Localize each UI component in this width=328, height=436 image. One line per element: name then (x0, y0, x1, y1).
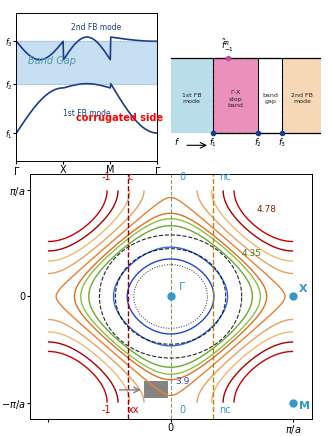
Text: -1: -1 (102, 172, 112, 182)
Text: 2nd FB
mode: 2nd FB mode (291, 93, 313, 104)
Text: $\mathbf{M}$: $\mathbf{M}$ (298, 399, 310, 411)
Text: band
gap: band gap (262, 93, 278, 104)
Text: 2nd FB mode: 2nd FB mode (71, 23, 121, 32)
Text: nc: nc (219, 405, 230, 415)
Text: 0: 0 (180, 405, 186, 415)
Text: 1st FB mode: 1st FB mode (63, 109, 111, 118)
Bar (16, 41, 157, 84)
Text: $\tilde{f}_{-1}^{R}$: $\tilde{f}_{-1}^{R}$ (221, 37, 235, 54)
Text: xx: xx (128, 405, 139, 415)
Bar (171, 58, 213, 133)
Text: c: c (127, 172, 133, 182)
Text: 1st FB
mode: 1st FB mode (182, 93, 201, 104)
Text: $\Gamma$: $\Gamma$ (178, 280, 186, 292)
Bar (282, 58, 321, 133)
Text: 0: 0 (180, 172, 186, 182)
Text: $f_2$: $f_2$ (254, 136, 262, 149)
Text: $\mathbf{X}$: $\mathbf{X}$ (298, 282, 308, 294)
Text: corrugated side: corrugated side (76, 113, 163, 123)
Text: $f_3$: $f_3$ (278, 136, 286, 149)
Text: -1: -1 (102, 405, 112, 415)
Text: nc: nc (219, 172, 230, 182)
Text: 3.9: 3.9 (175, 377, 190, 385)
Text: (a): (a) (79, 180, 95, 190)
Bar (144, 382, 168, 399)
Text: $f_1$: $f_1$ (209, 136, 217, 149)
Text: $f$: $f$ (174, 136, 180, 147)
Text: Band Gap: Band Gap (28, 56, 76, 66)
Bar (213, 58, 258, 133)
Text: 4.35: 4.35 (241, 249, 261, 258)
Text: 4.78: 4.78 (256, 204, 276, 214)
Text: $\Gamma$-X
stop
band: $\Gamma$-X stop band (228, 89, 243, 108)
Text: (b): (b) (238, 198, 254, 208)
